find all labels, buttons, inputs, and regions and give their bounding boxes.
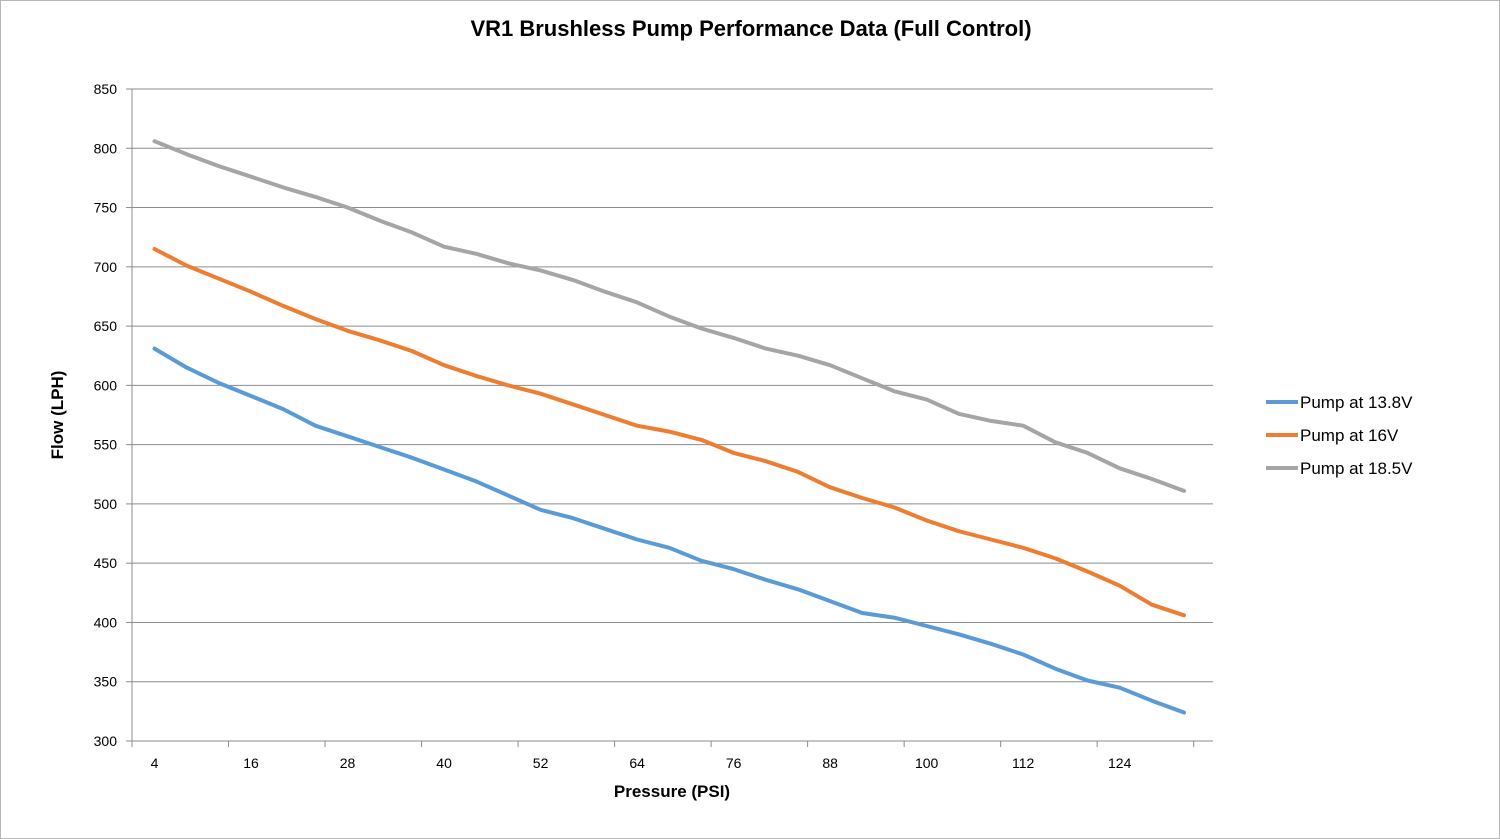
series-line-1 [152,346,1186,715]
x-tick-label: 124 [1108,755,1132,771]
y-tick-label: 500 [94,496,118,512]
series-line-3 [152,139,1186,493]
y-tick-label: 450 [94,555,118,571]
series-line-2 [152,247,1186,618]
x-tick-label: 88 [822,755,838,771]
y-tick-label: 650 [94,318,118,334]
x-tick-label: 112 [1012,755,1035,771]
y-tick-label: 800 [94,140,118,156]
y-tick-label: 600 [94,377,118,393]
chart-title: VR1 Brushless Pump Performance Data (Ful… [470,16,1031,41]
y-tick-label: 700 [94,259,118,275]
x-tick-label: 76 [726,755,742,771]
y-tick-label: 750 [94,200,118,216]
x-tick-labels: 4 16 28 40 52 64 76 88 100 112 124 [151,755,1132,771]
x-tick-label: 64 [629,755,645,771]
legend: Pump at 13.8V Pump at 16V Pump at 18.5V [1266,393,1413,478]
y-tick-labels: 300 350 400 450 500 550 600 650 700 750 800 850 [94,81,118,749]
x-axis-title: Pressure (PSI) [614,782,730,801]
y-tick-label: 550 [94,437,118,453]
x-tick-label: 52 [533,755,549,771]
y-axis-title: Flow (LPH) [48,371,67,460]
x-tick-label: 16 [243,755,259,771]
x-tick-label: 28 [340,755,356,771]
axes [126,88,1213,747]
gridlines [132,88,1213,683]
y-tick-label: 300 [94,733,118,749]
legend-label-1: Pump at 13.8V [1300,393,1413,412]
x-tick-label: 4 [151,755,159,771]
y-tick-label: 350 [94,674,118,690]
x-tick-label: 40 [436,755,452,771]
series-lines [152,139,1186,715]
x-tick-label: 100 [915,755,939,771]
legend-label-2: Pump at 16V [1300,426,1399,445]
legend-label-3: Pump at 18.5V [1300,459,1413,478]
y-tick-label: 400 [94,614,118,630]
y-tick-label: 850 [94,81,118,97]
